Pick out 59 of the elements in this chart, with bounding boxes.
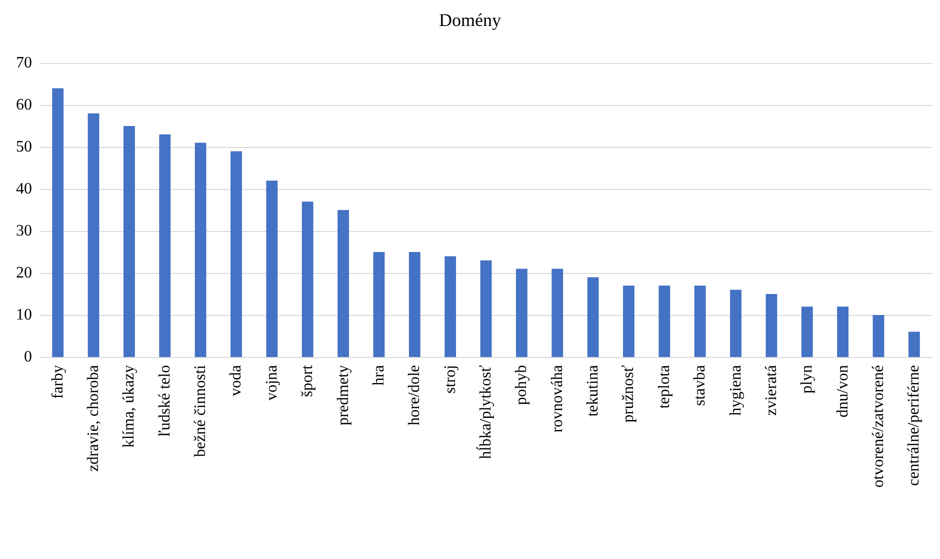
bar: [302, 202, 314, 357]
bar: [444, 256, 456, 357]
bar: [194, 142, 206, 357]
bar: [766, 294, 778, 357]
x-tick-label: hore/dole: [406, 365, 424, 426]
x-tick-label: hĺbka/plytkosť: [476, 364, 494, 459]
bar: [88, 113, 100, 357]
bar: [587, 277, 599, 357]
x-tick-label: zvieratá: [762, 365, 780, 416]
bar: [801, 306, 813, 357]
x-tick-label: plyn: [798, 365, 816, 394]
bar: [52, 88, 64, 357]
y-tick-label: 50: [16, 138, 32, 156]
y-tick-label: 0: [24, 348, 32, 366]
bar: [159, 134, 171, 357]
y-tick-label: 40: [16, 180, 32, 198]
y-tick-label: 30: [16, 222, 32, 240]
bar: [872, 315, 884, 357]
x-tick-label: bežné činnosti: [192, 364, 210, 457]
x-tick-label: tekutina: [584, 365, 602, 417]
x-tick-label: voda: [228, 365, 245, 396]
x-tick-label: farby: [49, 365, 66, 399]
bar: [408, 252, 420, 357]
y-tick-label: 70: [16, 54, 32, 72]
bar: [516, 268, 528, 357]
bar: [123, 126, 135, 357]
chart-title: Domény: [439, 10, 501, 30]
bar: [373, 252, 385, 357]
x-tick-label: stavba: [692, 365, 709, 406]
bar: [266, 180, 278, 357]
bar: [694, 286, 706, 357]
x-tick-label: hra: [370, 365, 388, 386]
x-tick-label: centrálne/periférne: [906, 365, 923, 486]
bar: [908, 332, 920, 357]
x-tick-label: teplota: [656, 365, 673, 409]
x-tick-label: zdravie, choroba: [85, 365, 102, 472]
bar: [837, 306, 849, 357]
x-tick-label: šport: [299, 364, 316, 397]
bar: [552, 268, 564, 357]
x-tick-label: pohyb: [513, 365, 530, 405]
x-tick-label: vojna: [263, 365, 280, 401]
bar: [230, 151, 242, 357]
x-tick-label: hygiena: [727, 365, 744, 416]
x-tick-label: predmety: [334, 365, 352, 426]
x-tick-label: klíma, úkazy: [120, 365, 138, 448]
bar: [338, 210, 349, 357]
x-tick-label: otvorené/zatvorené: [870, 365, 887, 488]
bar: [658, 286, 670, 357]
bar: [730, 290, 742, 357]
x-tick-label: stroj: [442, 365, 459, 394]
x-tick-label: rovnováha: [548, 365, 566, 433]
y-tick-label: 60: [16, 96, 32, 114]
y-tick-label: 20: [16, 264, 32, 282]
x-tick-label: dnu/von: [834, 365, 852, 418]
bar: [623, 286, 634, 357]
x-tick-label: pružnosť: [620, 364, 638, 422]
x-tick-label: ľudské telo: [156, 365, 174, 437]
y-tick-label: 10: [16, 306, 32, 324]
bar: [480, 260, 492, 357]
